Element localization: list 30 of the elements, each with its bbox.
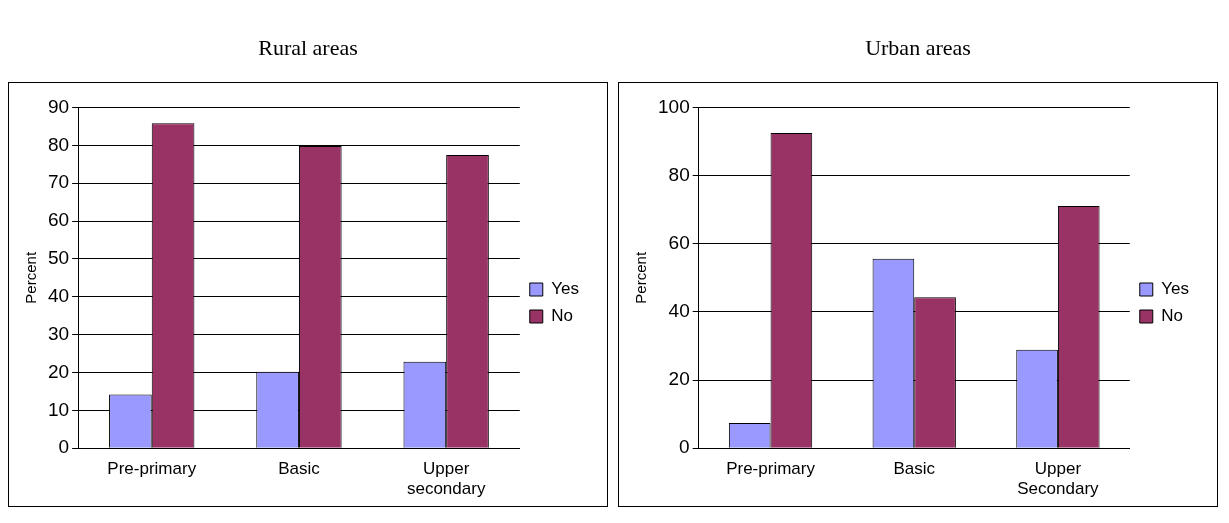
chart-title: Urban areas [864, 34, 972, 62]
y-axis-title: Percent [632, 251, 650, 304]
legend-label: No [1161, 306, 1183, 326]
y-tick-label: 60 [668, 231, 690, 253]
legend-label: Yes [551, 279, 579, 299]
y-tick-label: 100 [658, 95, 690, 117]
x-tick-label: Basic [893, 459, 936, 479]
y-tick-label: 60 [47, 209, 70, 231]
legend-label: No [551, 306, 573, 326]
legend-label: Yes [1161, 279, 1189, 299]
y-tick-label: 0 [58, 436, 70, 458]
y-tick-label: 80 [668, 163, 690, 185]
y-tick-label: 40 [47, 284, 70, 306]
x-tick-label: Basic [278, 459, 321, 479]
y-tick-label: 30 [47, 322, 70, 344]
y-tick-label: 20 [47, 360, 70, 382]
y-tick-label: 10 [47, 398, 70, 420]
y-tick-label: 20 [668, 368, 690, 390]
y-tick-label: 50 [47, 247, 70, 269]
y-tick-label: 40 [668, 300, 690, 322]
x-tick-label: Upper Secondary [1017, 459, 1100, 499]
y-axis-title: Percent [22, 251, 40, 304]
y-tick-label: 80 [47, 133, 70, 155]
y-tick-label: 70 [47, 171, 70, 193]
y-tick-label: 90 [47, 95, 70, 117]
x-tick-label: Pre-primary [726, 459, 816, 479]
chart-title: Rural areas [257, 34, 359, 62]
x-tick-label: Upper secondary [406, 459, 486, 499]
x-tick-label: Pre-primary [107, 459, 197, 479]
y-tick-label: 0 [679, 436, 690, 458]
